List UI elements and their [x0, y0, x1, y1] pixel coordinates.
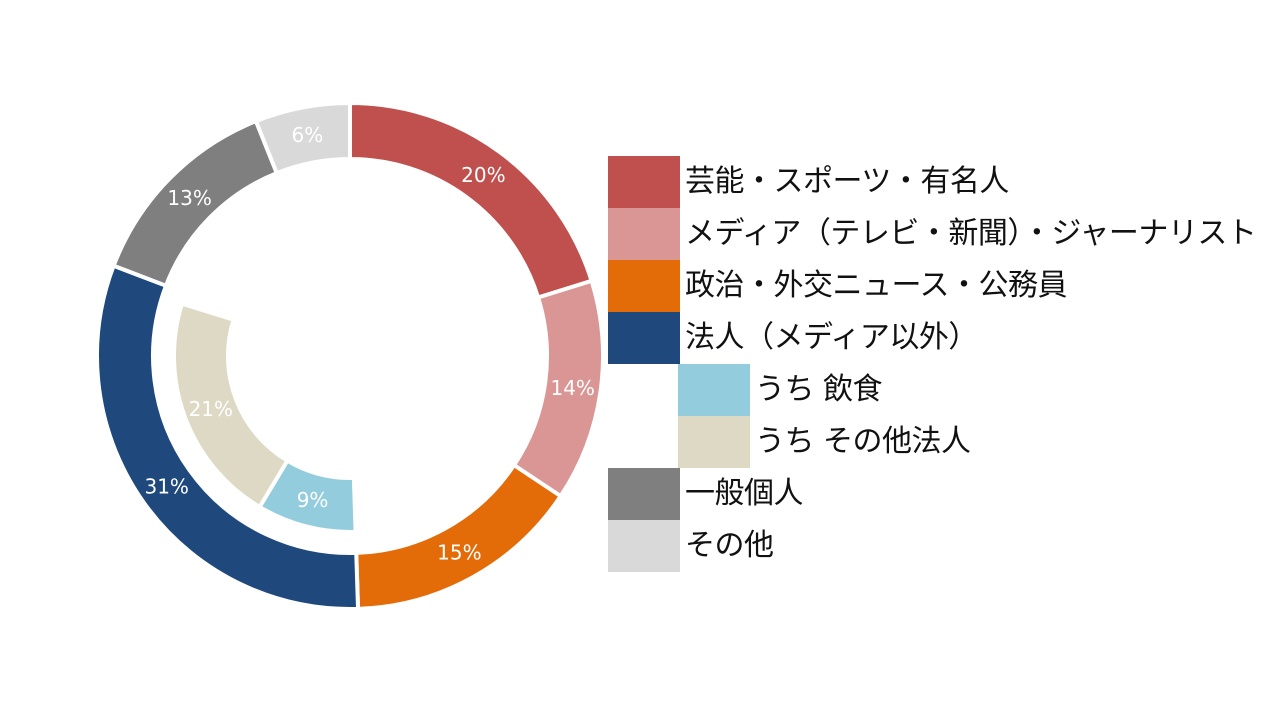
- legend-label: 政治・外交ニュース・公務員: [685, 268, 1068, 303]
- legend-item-entertainment: 芸能・スポーツ・有名人: [608, 156, 1248, 208]
- legend-item-food: うち 飲食: [608, 364, 1248, 416]
- legend-swatch: [608, 156, 680, 208]
- legend-label: 一般個人: [685, 476, 804, 511]
- outer-label-4: 13%: [167, 186, 211, 210]
- inner-ring: [172, 301, 358, 534]
- legend-label: 法人（メディア以外）: [685, 320, 978, 355]
- legend-item-other: その他: [608, 520, 1248, 572]
- legend: 芸能・スポーツ・有名人 メディア（テレビ・新聞）・ジャーナリスト 政治・外交ニュ…: [608, 156, 1257, 572]
- inner-label-0: 9%: [297, 488, 329, 512]
- legend-label: 芸能・スポーツ・有名人: [685, 164, 1009, 199]
- legend-swatch: [608, 520, 680, 572]
- slice-labels: 20% 14% 15% 31% 13% 6% 9% 21%: [144, 123, 594, 565]
- outer-label-5: 6%: [292, 123, 324, 147]
- legend-swatch: [608, 208, 680, 260]
- outer-slice-5: [253, 100, 352, 176]
- outer-label-1: 14%: [550, 376, 594, 400]
- outer-slice-0: [348, 100, 595, 301]
- inner-label-1: 21%: [189, 397, 233, 421]
- legend-label: うち 飲食: [755, 372, 883, 407]
- outer-label-0: 20%: [461, 163, 505, 187]
- outer-label-2: 15%: [437, 541, 481, 565]
- legend-label: うち その他法人: [755, 424, 971, 459]
- legend-swatch: [678, 416, 750, 468]
- legend-swatch: [608, 468, 680, 520]
- legend-swatch: [608, 260, 680, 312]
- outer-ring: [95, 100, 605, 611]
- legend-item-other-corporate: うち その他法人: [608, 416, 1248, 468]
- inner-slice-1: [172, 301, 291, 510]
- outer-label-3: 31%: [144, 475, 188, 499]
- legend-swatch: [678, 364, 750, 416]
- legend-item-individual: 一般個人: [608, 468, 1248, 520]
- outer-slice-2: [354, 462, 564, 611]
- legend-item-politics: 政治・外交ニュース・公務員: [608, 260, 1248, 312]
- legend-swatch: [608, 312, 680, 364]
- legend-item-media: メディア（テレビ・新聞）・ジャーナリスト: [608, 208, 1257, 260]
- legend-label: その他: [685, 528, 774, 563]
- legend-item-corporate: 法人（メディア以外）: [608, 312, 1248, 364]
- legend-label: メディア（テレビ・新聞）・ジャーナリスト: [685, 216, 1257, 251]
